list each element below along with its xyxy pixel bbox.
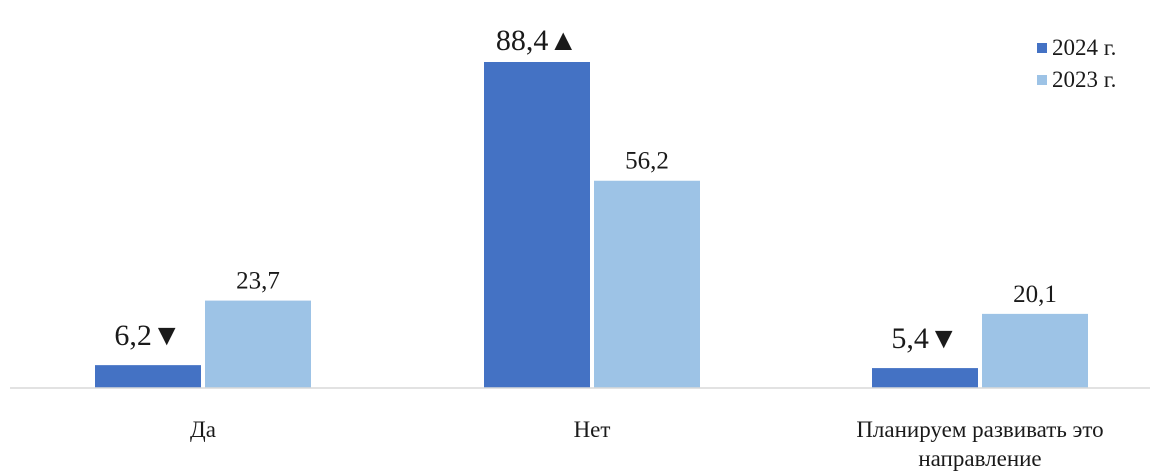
legend-swatch-2024 xyxy=(1037,43,1047,53)
value-label-2024-нет: 88,4▲ xyxy=(496,24,578,57)
bars-layer xyxy=(95,62,1088,388)
value-label-2023-планируем-развивать-это-направление: 20,1 xyxy=(1013,281,1057,308)
category-label-планируем-развивать-это-направление: Планируем развивать это направление xyxy=(856,417,1103,471)
value-label-2023-нет: 56,2 xyxy=(625,148,669,175)
bar-2024-да xyxy=(95,365,201,388)
category-label-нет: Нет xyxy=(574,417,611,442)
category-labels-layer: Да Нет Планируем развивать это направление xyxy=(190,417,1104,471)
value-labels-layer: 6,2▼ 23,7 88,4▲ 56,2 5,4▼ 20,1 xyxy=(114,24,1056,355)
bar-2024-нет xyxy=(484,62,590,388)
bar-2024-планируем-развивать-это-направление xyxy=(872,368,978,388)
value-label-2024-да: 6,2▼ xyxy=(114,319,181,352)
value-label-2024-планируем-развивать-это-направление: 5,4▼ xyxy=(891,322,958,355)
bar-2023-планируем-развивать-это-направление xyxy=(982,313,1088,388)
legend: 2024 г. 2023 г. xyxy=(1037,35,1116,92)
value-label-2023-да: 23,7 xyxy=(236,268,280,295)
bar-2023-да xyxy=(205,300,311,388)
bar-2023-нет xyxy=(594,180,700,388)
legend-label-2024: 2024 г. xyxy=(1052,35,1116,60)
category-label-да: Да xyxy=(190,417,216,442)
legend-label-2023: 2023 г. xyxy=(1052,67,1116,92)
legend-swatch-2023 xyxy=(1037,75,1047,85)
